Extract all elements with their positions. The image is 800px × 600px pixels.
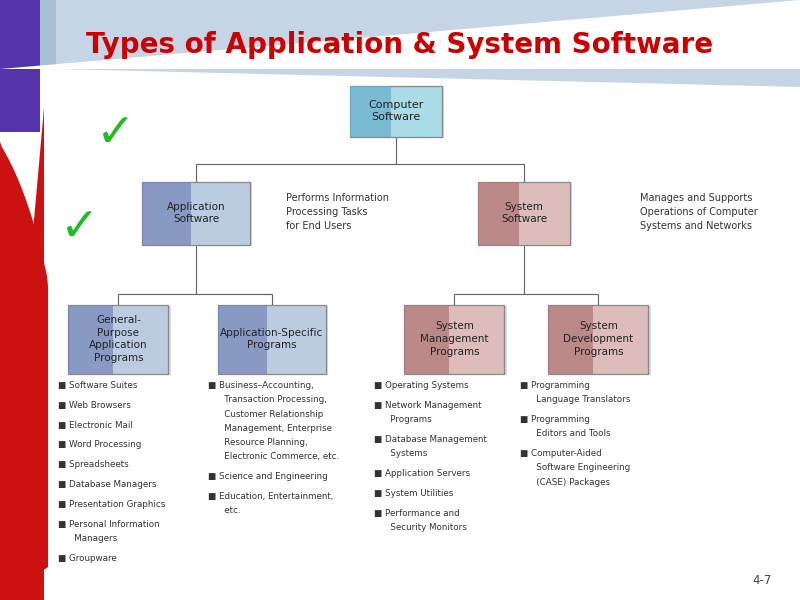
Text: Editors and Tools: Editors and Tools xyxy=(528,430,610,439)
Text: Customer Relationship: Customer Relationship xyxy=(216,410,323,419)
Text: Managers: Managers xyxy=(66,534,118,543)
Text: ■ Spreadsheets: ■ Spreadsheets xyxy=(58,460,129,469)
Text: Electronic Commerce, etc.: Electronic Commerce, etc. xyxy=(216,452,339,461)
FancyBboxPatch shape xyxy=(70,306,171,376)
Text: etc.: etc. xyxy=(216,506,241,515)
Text: Software Engineering: Software Engineering xyxy=(528,463,630,472)
FancyBboxPatch shape xyxy=(350,85,391,136)
Text: ■ Groupware: ■ Groupware xyxy=(58,554,117,563)
FancyBboxPatch shape xyxy=(218,304,326,373)
Text: Manages and Supports
Operations of Computer
Systems and Networks: Manages and Supports Operations of Compu… xyxy=(640,193,758,231)
FancyBboxPatch shape xyxy=(68,304,114,373)
Text: Systems: Systems xyxy=(382,449,428,458)
Text: ■ Software Suites: ■ Software Suites xyxy=(58,381,138,390)
Polygon shape xyxy=(0,108,44,600)
Text: ■ System Utilities: ■ System Utilities xyxy=(374,489,454,498)
Text: ■ Programming: ■ Programming xyxy=(520,381,590,390)
Text: ■ Database Management: ■ Database Management xyxy=(374,435,487,444)
Text: Types of Application & System Software: Types of Application & System Software xyxy=(86,31,714,59)
Text: Programs: Programs xyxy=(382,415,432,424)
FancyBboxPatch shape xyxy=(478,181,570,245)
FancyBboxPatch shape xyxy=(404,304,450,373)
FancyBboxPatch shape xyxy=(221,306,329,376)
Text: Transaction Processing,: Transaction Processing, xyxy=(216,395,327,404)
Text: Language Translators: Language Translators xyxy=(528,395,630,404)
FancyBboxPatch shape xyxy=(350,85,442,136)
Text: ■ Personal Information: ■ Personal Information xyxy=(58,520,160,529)
FancyBboxPatch shape xyxy=(218,304,266,373)
Text: 4-7: 4-7 xyxy=(753,574,772,587)
Polygon shape xyxy=(0,0,800,69)
Text: ■ Network Management: ■ Network Management xyxy=(374,401,482,410)
Text: Security Monitors: Security Monitors xyxy=(382,523,467,532)
Text: ■ Word Processing: ■ Word Processing xyxy=(58,440,142,449)
Polygon shape xyxy=(0,0,800,69)
Text: Performs Information
Processing Tasks
for End Users: Performs Information Processing Tasks fo… xyxy=(286,193,390,231)
Text: Management, Enterprise: Management, Enterprise xyxy=(216,424,332,433)
Text: ■ Electronic Mail: ■ Electronic Mail xyxy=(58,421,134,430)
Text: General-
Purpose
Application
Programs: General- Purpose Application Programs xyxy=(89,315,148,363)
FancyBboxPatch shape xyxy=(550,306,651,376)
Text: System
Software: System Software xyxy=(501,202,547,224)
FancyBboxPatch shape xyxy=(142,181,250,245)
FancyBboxPatch shape xyxy=(68,304,169,373)
FancyBboxPatch shape xyxy=(549,304,648,373)
Text: ■ Science and Engineering: ■ Science and Engineering xyxy=(208,472,328,481)
Text: Application
Software: Application Software xyxy=(166,202,226,224)
Text: ✓: ✓ xyxy=(96,113,136,157)
Text: ■ Performance and: ■ Performance and xyxy=(374,509,460,518)
Text: (CASE) Packages: (CASE) Packages xyxy=(528,478,610,487)
Polygon shape xyxy=(56,0,800,87)
FancyBboxPatch shape xyxy=(142,181,190,245)
Text: ■ Web Browsers: ■ Web Browsers xyxy=(58,401,131,410)
Text: System
Management
Programs: System Management Programs xyxy=(420,321,489,357)
Text: ■ Presentation Graphics: ■ Presentation Graphics xyxy=(58,500,166,509)
FancyBboxPatch shape xyxy=(352,88,445,138)
FancyBboxPatch shape xyxy=(145,184,253,246)
Polygon shape xyxy=(0,108,48,600)
FancyBboxPatch shape xyxy=(480,184,573,246)
Text: ■ Business–Accounting,: ■ Business–Accounting, xyxy=(208,381,314,390)
Text: ■ Programming: ■ Programming xyxy=(520,415,590,424)
Text: ■ Operating Systems: ■ Operating Systems xyxy=(374,381,469,390)
Text: Resource Planning,: Resource Planning, xyxy=(216,438,308,447)
Text: System
Development
Programs: System Development Programs xyxy=(563,321,634,357)
FancyBboxPatch shape xyxy=(478,181,519,245)
FancyBboxPatch shape xyxy=(406,306,507,376)
FancyBboxPatch shape xyxy=(549,304,594,373)
Text: ■ Computer-Aided: ■ Computer-Aided xyxy=(520,449,602,458)
Text: ✓: ✓ xyxy=(60,206,100,252)
Text: Computer
Software: Computer Software xyxy=(368,100,424,122)
Text: ■ Application Servers: ■ Application Servers xyxy=(374,469,470,478)
Text: ■ Education, Entertainment,: ■ Education, Entertainment, xyxy=(208,492,334,501)
Polygon shape xyxy=(0,0,40,132)
Text: ■ Database Managers: ■ Database Managers xyxy=(58,480,157,489)
FancyBboxPatch shape xyxy=(404,304,504,373)
Text: Application-Specific
Programs: Application-Specific Programs xyxy=(220,328,324,350)
